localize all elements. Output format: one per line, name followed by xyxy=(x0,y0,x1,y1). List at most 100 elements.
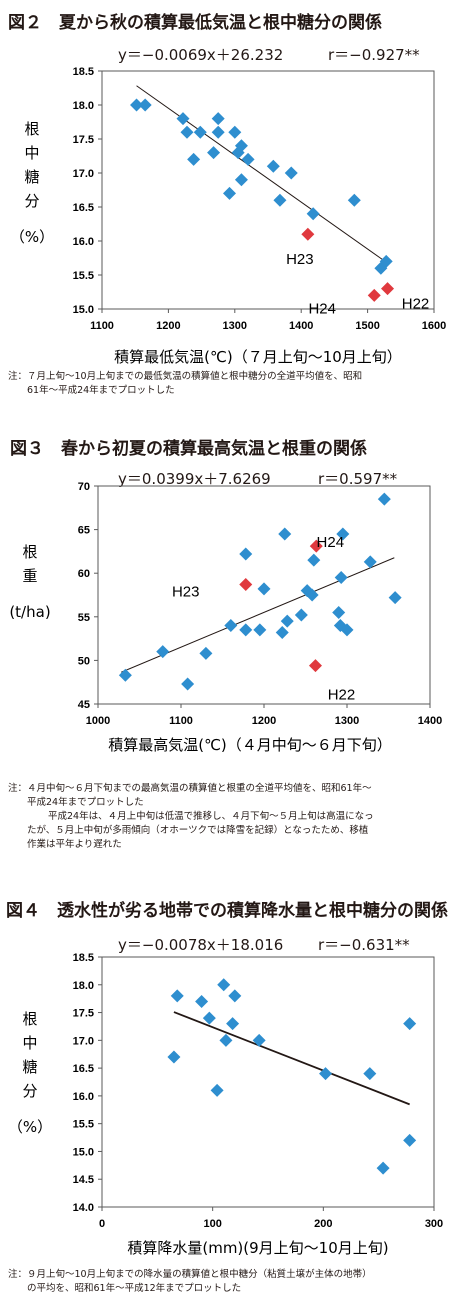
y-tick-label: 17.5 xyxy=(73,1008,94,1020)
data-point xyxy=(217,978,231,992)
data-point xyxy=(278,527,292,541)
data-point xyxy=(241,152,255,166)
data-point xyxy=(231,146,245,160)
figure-2-equation: y＝−0.0069x＋26.232 xyxy=(118,46,284,64)
data-point xyxy=(307,553,321,567)
y-axis-label-unit: （%） xyxy=(8,1118,52,1136)
highlight-point xyxy=(381,282,395,296)
figure-4-note-line: 注：９月上旬〜10月上旬までの降水量の積算値と根中糖分（粘質土壌が主体の地帯） xyxy=(8,1269,372,1280)
figure-2-title: 図２ 夏から秋の積算最低気温と根中糖分の関係 xyxy=(8,13,382,33)
y-axis-label-char: 根 xyxy=(22,1010,37,1028)
y-axis-label-char: 糖 xyxy=(24,168,39,186)
data-point xyxy=(170,989,184,1003)
highlight-label: H24 xyxy=(308,300,336,317)
y-tick-label: 45 xyxy=(78,699,90,711)
y-tick-label: 18.5 xyxy=(73,952,94,964)
figure-2-chart: 15.0 15.5 16.0 16.5 17.0 17.5 18.0 18.5 1100 1200… xyxy=(10,66,446,366)
x-tick-label: 1200 xyxy=(156,320,180,332)
y-tick-label: 55 xyxy=(78,612,90,624)
y-tick-label: 16.5 xyxy=(73,202,94,214)
x-tick-label: 100 xyxy=(203,1218,221,1230)
data-point xyxy=(340,623,354,637)
data-point xyxy=(210,1083,224,1097)
data-point xyxy=(363,1067,377,1081)
data-point xyxy=(138,98,152,112)
data-point xyxy=(252,1033,266,1047)
y-axis-label-char: 分 xyxy=(22,1082,37,1100)
x-tick-label: 1300 xyxy=(335,715,359,727)
figure-3-r-value: r＝0.597** xyxy=(318,470,398,488)
figure-2-r-value: r＝−0.927** xyxy=(328,46,420,64)
y-tick-label: 14.0 xyxy=(73,1202,94,1214)
highlight-label: H24 xyxy=(317,534,345,551)
y-tick-label: 15.0 xyxy=(73,304,94,316)
y-tick-label: 14.5 xyxy=(73,1174,94,1186)
data-point xyxy=(388,591,402,605)
figure-4-chart: 14.0 14.5 15.0 15.5 16.0 16.5 17.0 17.5 18.0 18.5… xyxy=(8,952,443,1257)
figure-2-note-line: 注：７月上旬〜10月上旬までの最低気温の積算値と根中糖分の全道平均値を、昭和 xyxy=(8,371,363,382)
data-point xyxy=(239,547,253,561)
data-point xyxy=(224,619,238,633)
data-point xyxy=(180,125,194,139)
data-point xyxy=(199,646,213,660)
x-axis-label: 積算最低気温(℃)（７月上旬〜10月上旬） xyxy=(114,348,402,366)
y-axis-label-char: 根 xyxy=(24,120,39,138)
y-tick-label: 65 xyxy=(78,525,90,537)
data-point xyxy=(336,527,350,541)
data-point xyxy=(266,159,280,173)
figure-4-note: 注：９月上旬〜10月上旬までの降水量の積算値と根中糖分（粘質土壌が主体の地帯） … xyxy=(8,1268,452,1296)
y-tick-label: 15.0 xyxy=(73,1146,94,1158)
y-tick-label: 18.5 xyxy=(73,66,94,78)
figure-3: 図３ 春から初夏の積算最高気温と根重の関係 y＝0.0399x＋7.6269 r… xyxy=(0,432,460,850)
data-point xyxy=(195,994,209,1008)
data-point xyxy=(379,254,393,268)
x-tick-label: 200 xyxy=(314,1218,332,1230)
figure-4: 図４ 透水性が劣る地帯での積算降水量と根中糖分の関係 y＝−0.0078x＋18… xyxy=(0,894,460,1304)
x-tick-label: 1400 xyxy=(289,320,313,332)
data-point xyxy=(319,1067,333,1081)
figure-4-note-line: の平均を、昭和61年〜平成12年までプロットした xyxy=(8,1283,242,1294)
data-point xyxy=(211,112,225,126)
data-point xyxy=(280,614,294,628)
highlight-label: H22 xyxy=(328,687,356,704)
data-point xyxy=(333,619,347,633)
y-tick-label: 17.0 xyxy=(73,168,94,180)
x-axis-label: 積算最高気温(℃)（４月中旬〜６月下旬） xyxy=(108,736,392,754)
data-point xyxy=(207,146,221,160)
data-point xyxy=(305,588,319,602)
y-axis-label-char: 分 xyxy=(24,192,39,210)
x-tick-label: 300 xyxy=(425,1218,443,1230)
highlight-point xyxy=(239,578,253,592)
figure-2-note-line: 61年〜平成24年までプロットした xyxy=(8,385,175,396)
data-point xyxy=(376,1161,390,1175)
data-point xyxy=(226,1017,240,1031)
x-tick-label: 1300 xyxy=(223,320,247,332)
data-point xyxy=(228,989,242,1003)
trendline xyxy=(136,85,390,265)
y-tick-label: 18.0 xyxy=(73,100,94,112)
data-point xyxy=(167,1050,181,1064)
data-point xyxy=(403,1133,417,1147)
data-point xyxy=(363,555,377,569)
highlight-point xyxy=(309,539,323,553)
trendline xyxy=(173,1011,410,1106)
y-tick-label: 70 xyxy=(78,481,90,493)
data-point xyxy=(176,112,190,126)
highlight-point xyxy=(308,659,322,673)
data-point xyxy=(211,125,225,139)
figure-4-r-value: r＝−0.631** xyxy=(318,936,410,954)
y-tick-label: 15.5 xyxy=(73,1119,94,1131)
y-axis-label-char: 中 xyxy=(24,144,39,162)
y-axis-label-char: 糖 xyxy=(22,1058,37,1076)
data-point xyxy=(377,492,391,506)
y-tick-label: 15.5 xyxy=(73,270,94,282)
plot-area-frame xyxy=(101,956,435,1208)
x-tick-label: 1100 xyxy=(169,715,193,727)
data-point xyxy=(118,668,132,682)
y-tick-label: 16.0 xyxy=(73,1091,94,1103)
data-point xyxy=(219,1033,233,1047)
figure-3-note-line: 作業は平年より遅れた xyxy=(8,839,122,850)
y-tick-label: 60 xyxy=(78,568,90,580)
data-point xyxy=(284,166,298,180)
highlight-point xyxy=(367,288,381,302)
